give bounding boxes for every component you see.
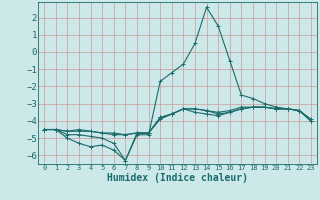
X-axis label: Humidex (Indice chaleur): Humidex (Indice chaleur)	[107, 173, 248, 183]
